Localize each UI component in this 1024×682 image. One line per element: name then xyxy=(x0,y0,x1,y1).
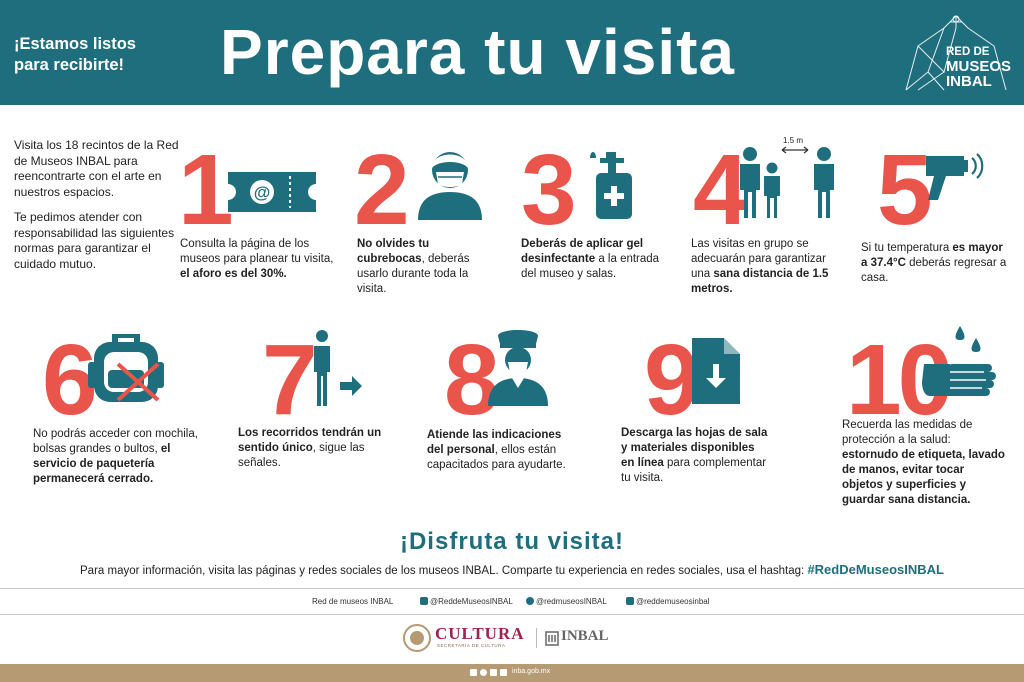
tagline: ¡Estamos listos para recibirte! xyxy=(14,35,136,74)
step-number-9: 9 xyxy=(644,324,700,436)
instagram-icon xyxy=(490,669,497,676)
thermometer-gun-icon xyxy=(926,153,984,200)
twitter-link[interactable]: @redmuseosINBAL xyxy=(526,597,607,606)
instagram-link[interactable]: @reddemuseosinbal xyxy=(626,597,710,606)
step-desc-3: Deberás de aplicar gel desinfectante a l… xyxy=(521,238,660,280)
intro-paragraph-2: Te pedimos atender con responsabilidad l… xyxy=(14,210,175,271)
distance-label: 1.5 m xyxy=(783,136,804,145)
red-museos-logo-text: RED DE MUSEOS INBAL xyxy=(946,46,1012,90)
step-desc-4: Las visitas en grupo se adecuarán para g… xyxy=(691,238,829,295)
step-desc-2: No olvides tu cubrebocas, deberás usarlo… xyxy=(357,238,470,295)
distance-people-icon xyxy=(740,146,834,218)
intro-text: Visita los 18 recintos de la Red de Muse… xyxy=(14,138,179,272)
hand-wash-icon xyxy=(922,326,996,396)
red-museos-logo-icon xyxy=(905,15,1007,91)
step-number-4: 4 xyxy=(693,134,749,246)
inbal-logo: INBAL xyxy=(545,622,625,658)
header-banner: ¡Estamos listos para recibirte! Prepara … xyxy=(0,0,1024,105)
download-file-icon xyxy=(692,338,740,404)
facebook-link[interactable]: @ReddeMuseosINBAL xyxy=(420,597,513,606)
info-line: Para mayor información, visita las págin… xyxy=(80,562,944,577)
no-backpack-icon xyxy=(88,334,164,402)
page-title: Prepara tu visita xyxy=(220,16,735,88)
step-number-2: 2 xyxy=(354,134,410,246)
step-desc-1: Consulta la página de los museos para pl… xyxy=(180,238,334,280)
svg-text:@: @ xyxy=(254,183,271,202)
cultura-emblem-icon xyxy=(403,624,431,652)
logo-divider xyxy=(536,628,537,648)
sanitizer-icon xyxy=(590,152,632,219)
social-bar: Red de museos INBAL @ReddeMuseosINBAL @r… xyxy=(0,597,1024,611)
twitter-icon xyxy=(526,597,534,605)
instagram-icon xyxy=(626,597,634,605)
enjoy-heading: ¡Disfruta tu visita! xyxy=(399,528,625,555)
step-number-1: 1 xyxy=(178,134,234,246)
step-number-5: 5 xyxy=(877,134,933,246)
youtube-icon xyxy=(500,669,507,676)
inbal-emblem-icon xyxy=(545,631,559,646)
divider-top xyxy=(0,588,1024,589)
cultura-logo: CULTURA SECRETARÍA DE CULTURA xyxy=(403,622,531,658)
social-label: Red de museos INBAL xyxy=(312,597,394,606)
facebook-icon xyxy=(420,597,428,605)
step-desc-10: Recuerda las medidas de protección a la … xyxy=(842,419,1005,506)
step-desc-6: No podrás acceder con mochila, bolsas gr… xyxy=(33,428,198,485)
ticket-at-icon: @ xyxy=(228,172,316,212)
twitter-icon xyxy=(480,669,487,676)
step-number-7: 7 xyxy=(262,324,318,436)
website-link[interactable]: inba.gob.mx xyxy=(512,668,551,675)
hashtag-link[interactable]: #RedDeMuseosINBAL xyxy=(807,562,944,577)
step-desc-8: Atiende las indicaciones del personal, e… xyxy=(427,429,566,471)
bottom-bar: inba.gob.mx xyxy=(0,664,1024,682)
step-number-8: 8 xyxy=(444,324,500,436)
face-mask-icon xyxy=(418,152,482,220)
staff-guard-icon xyxy=(488,330,548,406)
intro-paragraph-1: Visita los 18 recintos de la Red de Muse… xyxy=(14,138,179,199)
step-desc-9: Descarga las hojas de sala y materiales … xyxy=(621,427,768,484)
one-way-walker-icon xyxy=(314,330,362,406)
facebook-icon xyxy=(470,669,477,676)
divider-bottom xyxy=(0,614,1024,615)
step-desc-7: Los recorridos tendrán un sentido único,… xyxy=(238,427,382,469)
step-number-3: 3 xyxy=(521,134,577,246)
step-desc-5: Si tu temperatura es mayor a 37.4°C debe… xyxy=(861,242,1007,284)
